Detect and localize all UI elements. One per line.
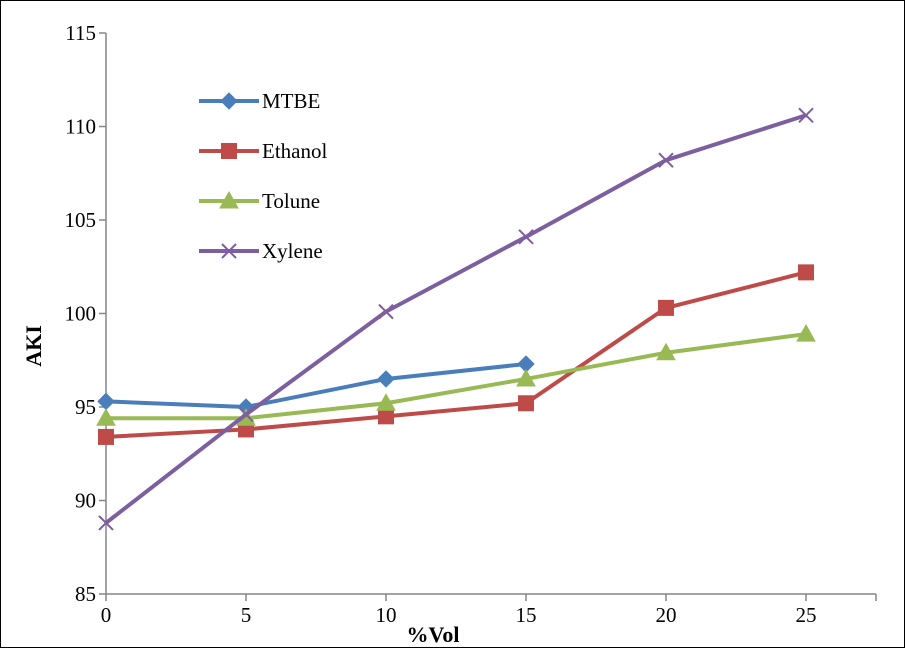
legend-marker-mtbe [220, 92, 238, 110]
y-tick-label: 90 [75, 489, 96, 513]
data-point-xylene [378, 303, 394, 320]
x-tick-label: 25 [796, 603, 817, 627]
y-axis-title: AKI [21, 325, 46, 367]
data-point-xylene [518, 229, 534, 245]
series-line-ethanol [105, 270, 807, 439]
y-tick-label: 110 [65, 115, 96, 139]
series-line-xylene [104, 113, 807, 525]
series-line-tolune [106, 332, 807, 421]
legend-label-tolune: Tolune [262, 189, 320, 213]
series-tolune [96, 324, 816, 426]
legend-item-tolune: Tolune [199, 189, 320, 213]
data-point-xylene [98, 515, 114, 531]
data-point-tolune [656, 342, 676, 361]
data-point-ethanol [658, 299, 674, 316]
data-point-ethanol [798, 264, 814, 281]
x-marker-stroke [378, 303, 394, 320]
data-point-xylene [238, 406, 254, 423]
y-tick-label: 115 [65, 21, 96, 45]
data-point-tolune [376, 393, 396, 411]
legend-label-ethanol: Ethanol [262, 139, 327, 163]
series-line-mtbe [105, 362, 527, 409]
x-axis-title: %Vol [407, 622, 460, 647]
legend-marker-tolune [219, 190, 239, 209]
y-tick-label: 100 [65, 302, 97, 326]
x-tick-label: 0 [101, 603, 112, 627]
legend-item-xylene: Xylene [199, 239, 323, 263]
series-mtbe [97, 355, 535, 416]
x-tick-label: 10 [376, 603, 397, 627]
legend-marker-xylene [221, 243, 237, 259]
data-point-tolune [516, 368, 536, 387]
x-marker-stroke [221, 243, 237, 259]
data-point-xylene [798, 107, 814, 123]
axes: 85 90 95 100 105 110 115 0 5 10 15 20 25 [65, 21, 877, 627]
x-tick-label: 5 [241, 603, 252, 627]
data-point-tolune [96, 408, 116, 426]
y-tick-label: 105 [65, 208, 97, 232]
data-point-tolune [796, 324, 816, 342]
x-tick-label: 20 [656, 603, 677, 627]
legend-marker-ethanol [221, 143, 237, 159]
x-tick-label: 15 [516, 603, 537, 627]
legend-label-xylene: Xylene [262, 239, 323, 263]
data-point-ethanol [98, 428, 114, 445]
legend: MTBE Ethanol Tolune Xylene [199, 89, 327, 263]
x-marker-stroke [98, 515, 114, 531]
legend-item-ethanol: Ethanol [199, 139, 327, 163]
data-point-mtbe [377, 370, 395, 388]
y-tick-label: 95 [75, 395, 96, 419]
x-marker-stroke [658, 152, 674, 168]
data-point-ethanol [518, 395, 534, 412]
x-marker-stroke [518, 229, 534, 245]
series-xylene [98, 107, 814, 531]
data-point-ethanol [378, 408, 394, 425]
legend-item-mtbe: MTBE [199, 89, 320, 113]
legend-label-mtbe: MTBE [262, 89, 320, 113]
x-marker-stroke [798, 107, 814, 123]
x-marker-stroke [238, 406, 254, 423]
series-layer [96, 107, 816, 531]
y-tick-label: 85 [75, 582, 96, 606]
data-point-xylene [658, 152, 674, 168]
